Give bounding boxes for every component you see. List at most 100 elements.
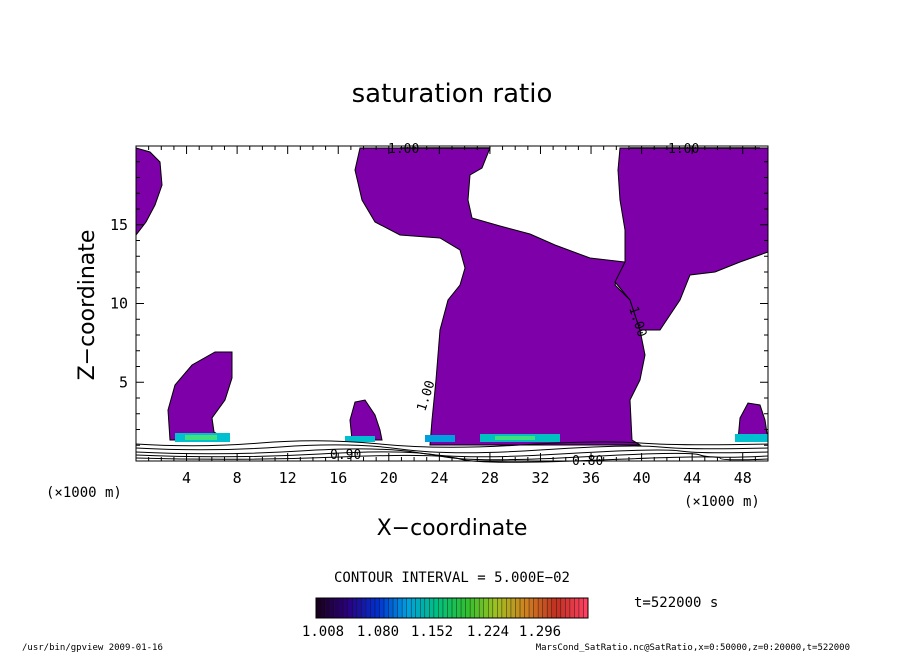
colorbar-tick-label: 1.224	[467, 624, 509, 640]
colorbar-swatch	[338, 598, 344, 618]
contour-region-center-plume	[349, 399, 383, 441]
colorbar-swatch	[379, 598, 384, 618]
contour-region-center-top	[354, 147, 646, 446]
colorbar-swatch	[510, 598, 516, 618]
contour-label: 1.00	[668, 142, 699, 157]
colorbar-swatch	[438, 598, 443, 618]
colorbar-swatch	[497, 598, 502, 618]
colorbar-swatch	[465, 598, 471, 618]
colorbar-swatch	[569, 598, 575, 618]
colorbar-swatch	[365, 598, 371, 618]
colorbar-swatch	[565, 598, 570, 618]
colorbar-swatch	[479, 598, 484, 618]
colorbar-swatch	[515, 598, 520, 618]
x-tick-label: 20	[380, 469, 398, 487]
colorbar-swatch	[393, 598, 398, 618]
colorbar-swatch	[384, 598, 389, 618]
contour-region-left-top	[135, 147, 163, 237]
x-tick-label: 24	[430, 469, 448, 487]
y-tick-label: 10	[110, 295, 128, 313]
contour-region-left-plume	[167, 351, 233, 441]
contour-interval: CONTOUR INTERVAL = 5.000E−02	[334, 570, 570, 586]
footer-left: /usr/bin/gpview 2009-01-16	[22, 643, 163, 653]
y-axis: 5 10 15	[110, 161, 768, 446]
x-tick-label: 36	[582, 469, 600, 487]
colorbar-swatch	[320, 598, 326, 618]
colorbar-swatch	[411, 598, 416, 618]
x-tick-label: 28	[481, 469, 499, 487]
colorbar-swatch	[542, 598, 548, 618]
colorbar-swatch	[334, 598, 339, 618]
colorbar-swatch	[388, 598, 394, 618]
colorbar-swatch	[406, 598, 412, 618]
colorbar-swatch	[470, 598, 475, 618]
colorbar-swatch	[524, 598, 530, 618]
colorbar-tick-label: 1.008	[302, 624, 344, 640]
colorbar-swatch	[533, 598, 539, 618]
colorbar-swatch	[538, 598, 543, 618]
colorbar-swatch	[356, 598, 362, 618]
y-tick-label: 15	[110, 216, 128, 234]
colorbar-swatch	[429, 598, 434, 618]
x-axis-label: X−coordinate	[377, 516, 528, 541]
x-axis: 4 8 12 16 20 24 28 32 36 40 44 48	[148, 146, 756, 487]
colorbar-swatch	[415, 598, 421, 618]
colorbar-swatch	[352, 598, 357, 618]
colorbar-swatch	[461, 598, 466, 618]
y-tick-label: 5	[119, 373, 128, 391]
colorbar-swatch	[343, 598, 348, 618]
y-axis-unit: (×1000 m)	[46, 485, 122, 501]
colorbar-swatch	[316, 598, 321, 618]
colorbar-swatch	[492, 598, 498, 618]
colorbar-swatch	[474, 598, 480, 618]
colorbar-tick-label: 1.080	[357, 624, 399, 640]
high-saturation-cells	[175, 433, 768, 442]
x-tick-label: 8	[233, 469, 242, 487]
colorbar-swatch	[583, 598, 588, 618]
colorbar-swatch	[374, 598, 380, 618]
contour-fill	[135, 147, 769, 446]
colorbar-swatch	[560, 598, 566, 618]
colorbar-swatch	[420, 598, 425, 618]
colorbar-tick-label: 1.152	[411, 624, 453, 640]
time-label: t=522000 s	[634, 595, 718, 611]
colorbar-swatch	[547, 598, 552, 618]
colorbar-swatch	[442, 598, 448, 618]
colorbar-swatch	[488, 598, 493, 618]
colorbar-swatch	[361, 598, 366, 618]
colorbar-frame	[315, 597, 589, 619]
x-tick-label: 12	[279, 469, 297, 487]
x-tick-label: 44	[683, 469, 701, 487]
contour-region-right-top	[614, 147, 769, 331]
colorbar-swatch	[501, 598, 507, 618]
colorbar-swatch	[329, 598, 335, 618]
colorbar-swatch	[483, 598, 489, 618]
colorbar-ticks: 1.008 1.080 1.152 1.224 1.296	[302, 624, 561, 640]
colorbar-swatch	[397, 598, 403, 618]
x-tick-label: 4	[182, 469, 191, 487]
colorbar-swatch	[424, 598, 430, 618]
colorbar-swatch	[574, 598, 579, 618]
contour-label: 1.00	[388, 142, 419, 157]
colorbar	[315, 598, 588, 618]
colorbar-swatch	[529, 598, 534, 618]
colorbar-tick-label: 1.296	[519, 624, 561, 640]
colorbar-swatch	[578, 598, 584, 618]
x-axis-unit: (×1000 m)	[684, 494, 760, 510]
x-tick-label: 16	[329, 469, 347, 487]
colorbar-swatch	[452, 598, 457, 618]
colorbar-swatch	[456, 598, 462, 618]
x-tick-label: 48	[734, 469, 752, 487]
colorbar-swatch	[551, 598, 557, 618]
colorbar-swatch	[506, 598, 511, 618]
colorbar-swatch	[402, 598, 407, 618]
colorbar-swatch	[433, 598, 439, 618]
footer-right: MarsCond_SatRatio.nc@SatRatio,x=0:50000,…	[536, 643, 850, 653]
x-tick-label: 32	[531, 469, 549, 487]
colorbar-swatch	[556, 598, 561, 618]
colorbar-swatch	[347, 598, 353, 618]
colorbar-swatch	[370, 598, 375, 618]
colorbar-swatch	[447, 598, 452, 618]
colorbar-swatch	[520, 598, 525, 618]
